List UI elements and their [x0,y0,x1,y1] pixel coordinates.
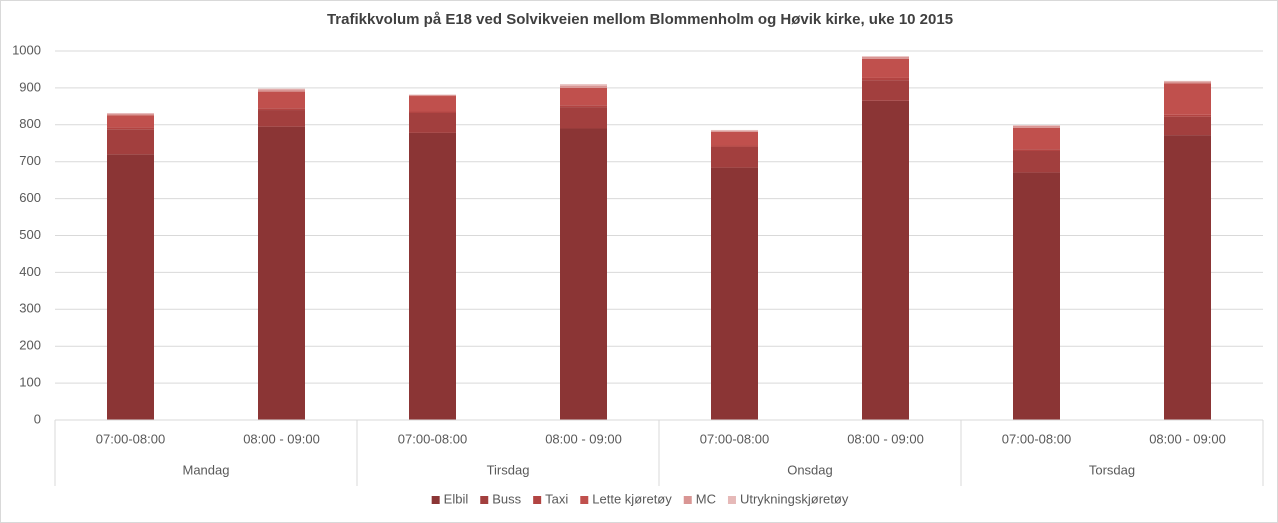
bar-segment [258,126,305,421]
bar-segment [711,146,758,168]
bar-segment [560,107,607,129]
y-tick-label: 900 [19,79,41,94]
bar-segment [862,80,909,101]
bar-segment [560,84,607,86]
bar-segment [711,129,758,131]
legend-label: MC [696,491,716,506]
group-label: Tirsdag [487,462,530,477]
bar-segment [107,113,154,116]
y-tick-label: 0 [34,411,41,426]
y-tick-label: 800 [19,116,41,131]
bar-segment [258,110,305,127]
bar-segment [409,112,456,133]
bar-segment [107,112,154,114]
y-tick-label: 500 [19,227,41,242]
bar-segment [711,130,758,132]
y-tick-label: 100 [19,375,41,390]
x-tick-label: 08:00 - 09:00 [1149,431,1226,446]
bar-segment [560,128,607,421]
bar-segment [711,145,758,147]
bar-segment [107,129,154,155]
x-tick-label: 07:00-08:00 [96,431,165,446]
group-label: Onsdag [787,462,833,477]
bar-segment [258,88,305,90]
bar-segment [107,115,154,128]
legend-swatch [727,496,736,504]
bar-segment [1164,80,1211,82]
chart-title: Trafikkvolum på E18 ved Solvikveien mell… [327,11,953,28]
legend-label: Lette kjøretøy [592,491,672,506]
bar-segment [862,77,909,81]
bar-segment [711,167,758,420]
legend-swatch [431,496,440,504]
bar-segment [1013,172,1060,420]
bar-segment [862,100,909,420]
y-tick-label: 600 [19,190,41,205]
y-tick-label: 400 [19,264,41,279]
legend-label: Elbil [444,491,469,506]
legend-swatch [580,496,589,504]
bar-segment [862,56,909,57]
x-tick-label: 08:00 - 09:00 [847,431,924,446]
bar-segment [107,127,154,130]
x-tick-label: 07:00-08:00 [1002,431,1071,446]
bar-segment [1164,81,1211,84]
y-tick-label: 300 [19,301,41,316]
bar-segment [409,94,456,97]
group-label: Mandag [183,462,230,477]
y-tick-label: 200 [19,338,41,353]
bar-segment [1164,114,1211,117]
bar-segment [107,154,154,420]
bar-segment [1013,125,1060,126]
x-tick-label: 07:00-08:00 [700,431,769,446]
bar-segment [560,105,607,108]
legend-label: Buss [492,491,521,506]
bar-segment [1013,127,1060,150]
bar-segment [409,111,456,113]
y-tick-label: 1000 [12,42,41,57]
bar-segment [560,87,607,106]
bar-segment [862,56,909,59]
bar-segment [409,132,456,420]
x-tick-label: 08:00 - 09:00 [545,431,622,446]
bar-segment [1013,150,1060,173]
y-tick-label: 700 [19,153,41,168]
bar-segment [711,131,758,146]
legend-swatch [480,496,489,504]
legend-swatch [683,496,692,504]
bar-segment [1164,116,1211,136]
bar-segment [1164,83,1211,115]
legend-swatch [533,496,542,504]
group-label: Torsdag [1089,462,1135,477]
bar-segment [862,58,909,78]
bar-segment [258,89,305,92]
bar-segment [560,85,607,88]
x-tick-label: 07:00-08:00 [398,431,467,446]
legend-label: Taxi [545,491,568,506]
legend-label: Utrykningskjøretøy [740,491,849,506]
bar-segment [409,96,456,112]
x-tick-label: 08:00 - 09:00 [243,431,320,446]
bar-segment [1164,135,1211,420]
bar-segment [258,91,305,109]
bar-segment [1013,125,1060,128]
bar-segment [258,108,305,111]
bar-segment [1013,149,1060,151]
